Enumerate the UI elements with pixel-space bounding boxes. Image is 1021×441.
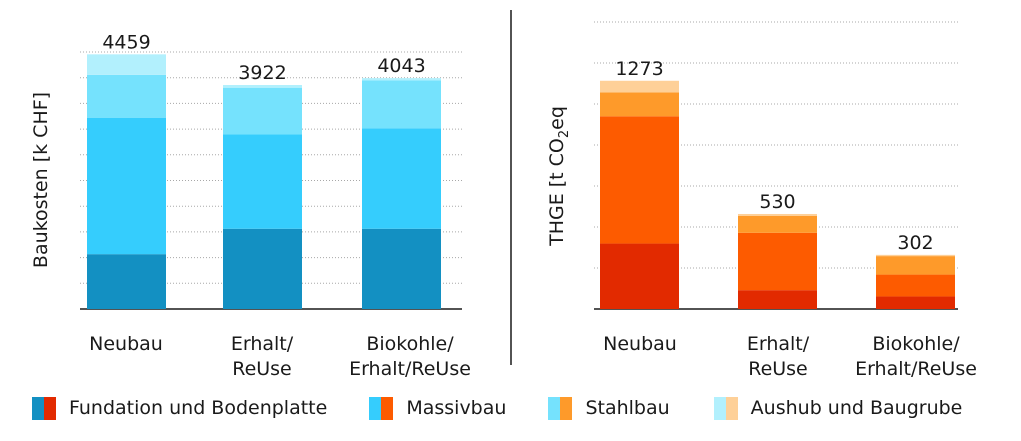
bar-segment: [87, 54, 166, 75]
bar-segment: [362, 80, 441, 129]
legend-swatch-massivbau: [369, 396, 394, 420]
bar-segment: [876, 274, 955, 297]
y-axis-label: Baukosten [k CHF]: [30, 92, 52, 268]
category-label: Erhalt/ReUse: [855, 358, 977, 380]
category-label: Erhalt/: [231, 333, 294, 355]
bar-segment: [876, 256, 955, 275]
legend-swatch-fundation: [32, 396, 56, 420]
bar-segment: [738, 213, 817, 216]
category-label: Erhalt/ReUse: [349, 358, 471, 380]
legend: Fundation und Bodenplatte Massivbau Stah…: [32, 392, 1012, 424]
category-label: Biokohle/: [872, 333, 960, 355]
bar-segment: [738, 232, 817, 291]
category-label: Neubau: [603, 333, 677, 355]
legend-swatch-stahlbau: [548, 396, 573, 420]
category-label: Erhalt/: [747, 333, 810, 355]
bar-total-label: 3922: [238, 62, 286, 84]
bar-segment: [876, 254, 955, 257]
bar-segment: [87, 74, 166, 118]
chart-baukosten: Baukosten [k CHF] 4459 Neubau 3922 Erhalt/Re…: [30, 31, 471, 380]
y-axis-label: THGE [t CO2eq: [546, 106, 572, 247]
category-label: Neubau: [89, 333, 163, 355]
category-label: ReUse: [748, 358, 808, 380]
bar-segment: [362, 228, 441, 309]
legend-item-fundation: Fundation und Bodenplatte: [32, 396, 328, 420]
bar-segment: [87, 254, 166, 309]
bar-segment: [738, 215, 817, 233]
legend-item-aushub: Aushub und Baugrube: [713, 396, 963, 420]
bar-segment: [876, 296, 955, 309]
legend-item-massivbau: Massivbau: [369, 396, 507, 420]
chart-thge: THGE [t CO2eq 1273 Neubau 530 Erhalt/ReUse 30…: [546, 21, 977, 380]
category-label: ReUse: [232, 358, 292, 380]
category-label: Biokohle/: [366, 333, 454, 355]
bar-total-label: 302: [897, 232, 933, 254]
bar-segment: [362, 128, 441, 229]
legend-label-fundation: Fundation und Bodenplatte: [69, 397, 328, 419]
bar-total-label: 4043: [377, 55, 425, 77]
bar-segment: [600, 80, 679, 93]
legend-item-stahlbau: Stahlbau: [548, 396, 670, 420]
legend-label-massivbau: Massivbau: [406, 397, 507, 419]
bar-segment: [223, 134, 302, 229]
legend-label-stahlbau: Stahlbau: [585, 397, 670, 419]
bar-segment: [362, 78, 441, 81]
legend-label-aushub: Aushub und Baugrube: [750, 397, 963, 419]
bar-segment: [87, 117, 166, 255]
bar-segment: [223, 87, 302, 135]
bar-total-label: 1273: [615, 58, 663, 80]
bar-total-label: 4459: [102, 31, 150, 53]
bar-segment: [600, 243, 679, 309]
bar-segment: [223, 228, 302, 309]
legend-swatch-aushub: [713, 396, 738, 420]
bar-segment: [600, 92, 679, 117]
bar-total-label: 530: [759, 191, 795, 213]
bar-segment: [738, 290, 817, 309]
bar-segment: [600, 116, 679, 244]
bar-segment: [223, 85, 302, 88]
